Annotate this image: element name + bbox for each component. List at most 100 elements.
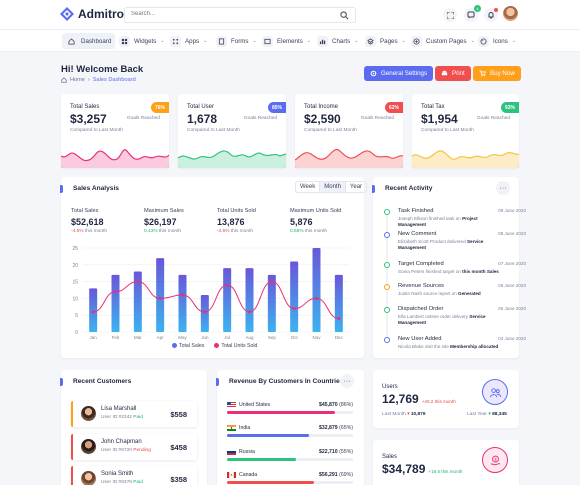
kpi-value: 13,876 [217, 217, 245, 227]
legend-total-sales[interactable]: Total Sales [172, 343, 204, 349]
user-avatar[interactable] [503, 6, 518, 21]
stat-value: $2,590 [304, 112, 341, 126]
kpi-maximum-units-sold: Maximum Units Sold 5,876 0.56% this mont… [290, 208, 341, 234]
kpi-change-note: this month [304, 229, 328, 234]
forms-icon [216, 35, 227, 47]
units-point-dec [337, 317, 341, 321]
gear-icon [370, 70, 377, 77]
chevron-down-icon: ⌄ [160, 38, 165, 44]
customer-accent [71, 401, 73, 427]
activity-item[interactable]: New User Added 04 June 2020 Nicola Blake… [384, 336, 526, 356]
customer-status: Pending [133, 448, 151, 453]
activity-item[interactable]: Task Finished 09 June 2020 Joseph Elliso… [384, 208, 526, 228]
stat-card-total-sales: Total Sales $3,257 Compared to Last Mont… [61, 94, 169, 168]
search-icon[interactable] [340, 11, 349, 20]
recent-customers-card: Recent Customers [59, 370, 207, 485]
progress-track [227, 481, 353, 484]
customer-row[interactable]: Sonia Smith User ID:#8376 Paid $358 [71, 466, 197, 485]
nav-dashboard[interactable]: Dashboard [62, 33, 116, 49]
timeline-dot [384, 337, 390, 343]
more-options-icon[interactable]: ··· [496, 181, 510, 195]
general-settings-button[interactable]: General Settings [364, 66, 434, 81]
tab-week[interactable]: Week [296, 182, 321, 192]
customer-row[interactable]: Lisa Marshall User ID:#2342 Paid $558 [71, 401, 197, 427]
main-nav: Dashboard Widgets ⌄ Apps ⌄ Forms ⌄ Elements… [0, 30, 580, 52]
activity-item[interactable]: Dispatched Order 05 June 2020 Ella Lambe… [384, 306, 526, 326]
tab-year[interactable]: Year [349, 184, 363, 190]
units-point-mar [136, 280, 140, 284]
activity-date: 06 June 2020 [498, 283, 526, 288]
activity-title: Target Completed [398, 261, 444, 267]
kpi-label: Total Sales [71, 208, 99, 214]
card-title: Recent Customers [59, 378, 131, 386]
timeline-dot [384, 209, 390, 215]
nav-forms[interactable]: Forms ⌄ [212, 33, 261, 49]
brand[interactable]: Admitro [60, 7, 124, 21]
users-last-year: Last Year ▾ 88,345 [467, 412, 507, 417]
users-icon [482, 379, 508, 405]
nav-icons-label: Icons [493, 37, 508, 45]
activity-item[interactable]: New Comment 08 June 2020 Elizabeth Scott… [384, 231, 526, 251]
x-tick-label: Sep [268, 335, 277, 340]
nav-elements[interactable]: Elements ⌄ [258, 33, 315, 49]
units-point-sep [270, 280, 274, 284]
sparkline-wave [61, 149, 169, 168]
activity-item[interactable]: Target Completed 07 June 2020 Sonia Pete… [384, 261, 526, 281]
print-button[interactable]: Print [435, 66, 471, 81]
bell-icon[interactable] [484, 8, 498, 22]
progress-track [227, 458, 353, 461]
y-tick-label: 10 [72, 296, 78, 302]
breadcrumb-home[interactable]: Home [70, 77, 85, 83]
nav-pages[interactable]: Pages ⌄ [361, 33, 410, 49]
units-point-aug [248, 310, 251, 314]
page-title: Hi! Welcome Back [61, 64, 144, 75]
activity-date: 07 June 2020 [498, 261, 526, 266]
nav-icons[interactable]: Icons ⌄ [474, 33, 520, 49]
units-point-jan [91, 310, 95, 314]
customer-amount: $458 [170, 443, 187, 452]
kpi-label: Maximum Sales [144, 208, 184, 214]
units-point-apr [158, 296, 162, 300]
fullscreen-icon[interactable] [443, 8, 457, 22]
chevron-down-icon: ⌄ [401, 38, 406, 44]
kpi-label: Maximum Units Sold [290, 208, 342, 214]
legend-total-units[interactable]: Total Units Sold [214, 343, 257, 349]
sales-chart: 0 5 10 15 20 25 Jan Feb Mar Apr May Jun Jul Aug Sep Oct… [72, 246, 350, 340]
sales-value: $34,789 +19.6 this month [382, 462, 463, 476]
customer-id: User ID:#6720 Pending [101, 448, 151, 453]
customer-name: John Chapman [101, 439, 142, 445]
buy-now-button[interactable]: Buy Now [473, 66, 521, 81]
customer-accent [71, 466, 73, 485]
kpi-value: $52,618 [71, 217, 104, 227]
chevron-down-icon: ⌄ [252, 38, 257, 44]
breadcrumb-current: Sales Dashboard [92, 77, 136, 83]
sales-delta: +19.6 this month [428, 469, 463, 474]
y-tick-label: 15 [72, 280, 78, 286]
recent-activity-card: Recent Activity ··· [371, 177, 519, 358]
customer-row[interactable]: John Chapman User ID:#6720 Pending $458 [71, 434, 197, 460]
stat-value: 1,678 [187, 112, 218, 126]
kpi-change: 0.13% this month [144, 229, 184, 234]
kpi-change-value: -4.5% [71, 229, 84, 234]
legend-dot [214, 343, 220, 349]
nav-widgets[interactable]: Widgets ⌄ [115, 33, 169, 49]
stat-sub: Compared to Last Month [421, 128, 474, 133]
activity-item[interactable]: Revenue Sources 06 June 2020 Justin Nash… [384, 283, 526, 303]
x-tick-label: Jul [224, 335, 230, 340]
elements-icon [262, 35, 273, 47]
home-icon [61, 77, 67, 83]
more-options-icon[interactable]: ··· [340, 374, 354, 388]
home-icon [66, 35, 77, 47]
nav-charts[interactable]: Charts ⌄ [313, 33, 362, 49]
bar-aug [245, 268, 254, 332]
notification-icon[interactable]: 4 [464, 5, 481, 22]
search-input[interactable] [131, 11, 331, 17]
bar-oct [290, 261, 299, 332]
progress-fill [227, 411, 336, 414]
nav-apps[interactable]: Apps ⌄ [166, 33, 211, 49]
kpi-value: $26,197 [144, 217, 177, 227]
country-value: $22,710 (55%) [318, 449, 353, 455]
stat-goal: Goals Reached [243, 116, 277, 121]
tab-month[interactable]: Month [320, 182, 346, 192]
nav-custom-pages[interactable]: Custom Pages ⌄ [407, 33, 479, 49]
